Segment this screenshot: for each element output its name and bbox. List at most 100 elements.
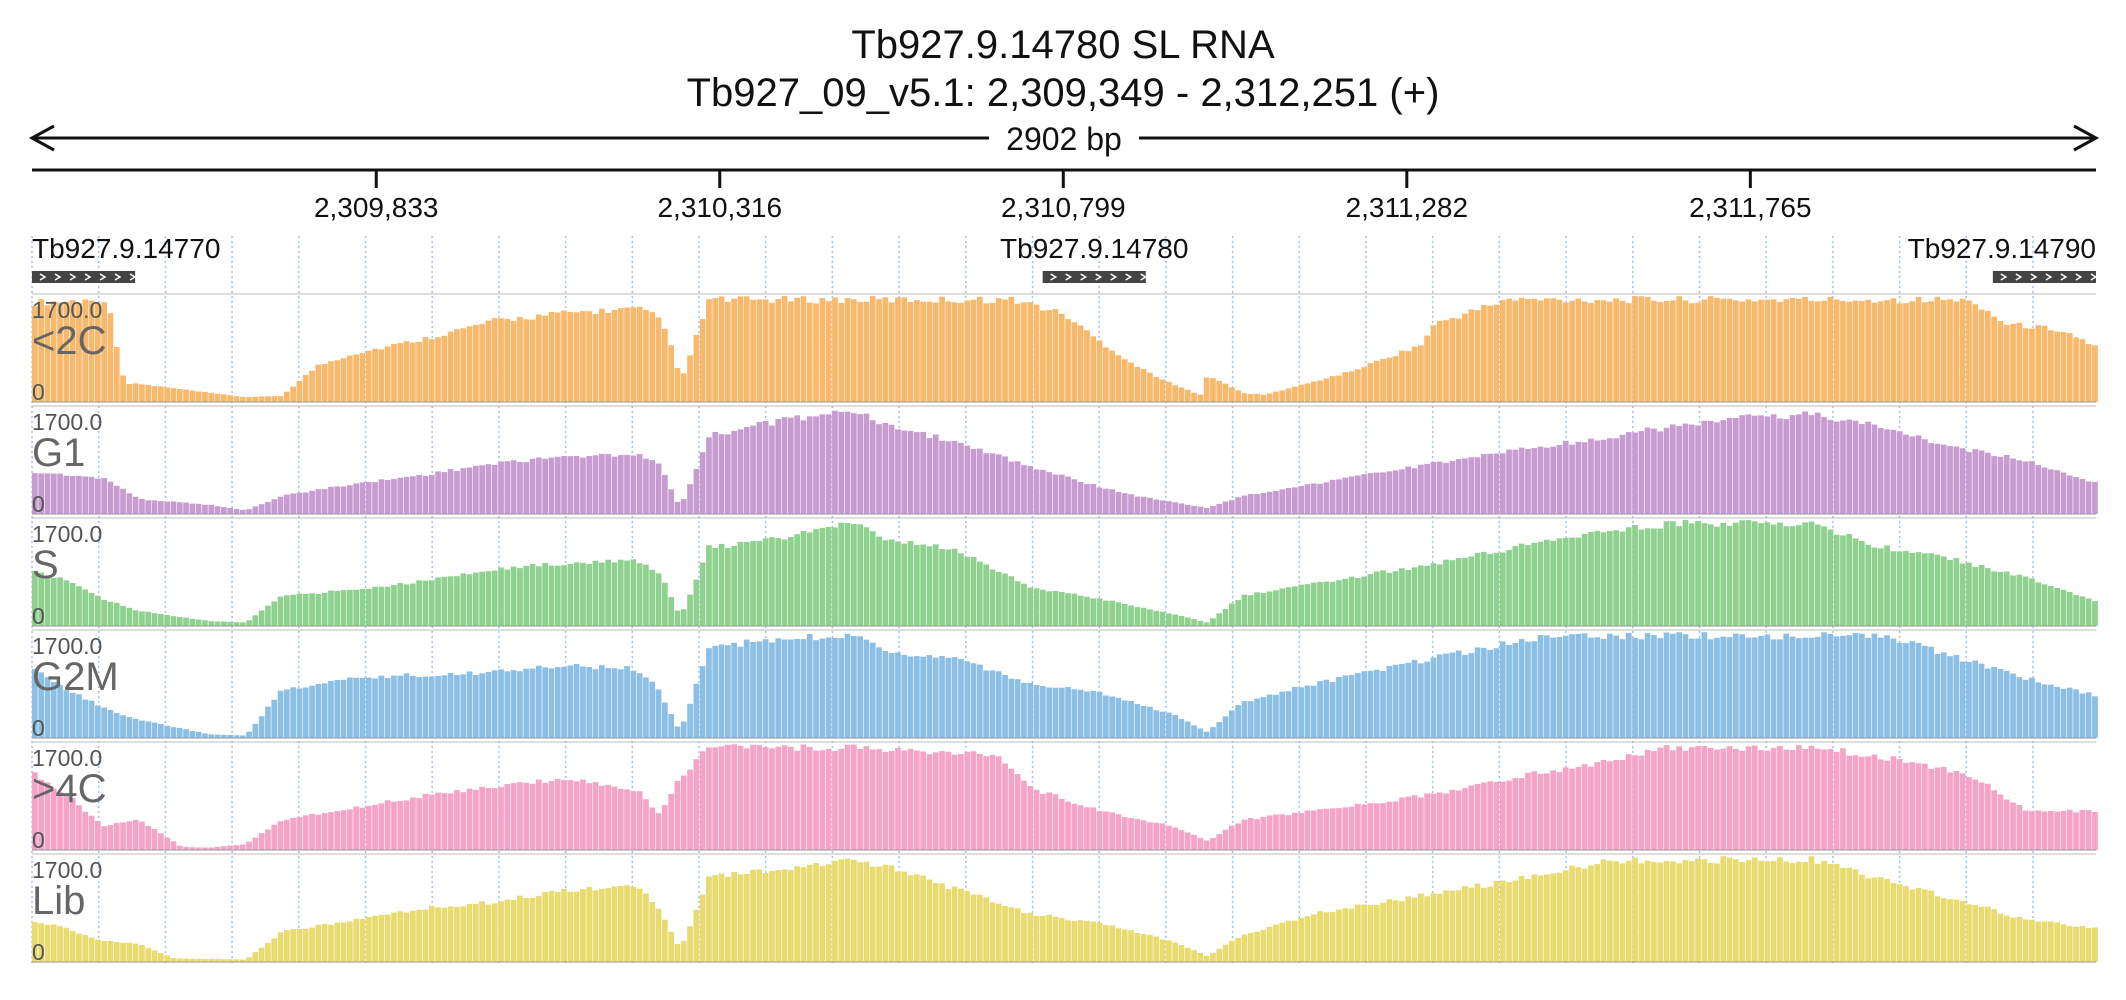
coverage-bar (1701, 420, 1708, 514)
coverage-bar (592, 890, 599, 962)
coverage-bar (1796, 414, 1802, 514)
coverage-bar (1594, 863, 1601, 962)
coverage-bar (788, 537, 794, 626)
coverage-bar (88, 700, 95, 738)
coverage-bar (1159, 611, 1166, 626)
coverage-bar (1688, 424, 1695, 514)
coverage-bar (416, 798, 422, 850)
coverage-bar (277, 932, 284, 962)
coverage-bar (1121, 929, 1128, 962)
coverage-bar (101, 477, 107, 514)
coverage-bar (1985, 906, 1991, 962)
coverage-bar (309, 490, 315, 514)
coverage-bar (914, 432, 920, 514)
coverage-bar (1033, 685, 1040, 738)
coverage-bar (1947, 772, 1953, 850)
coverage-bar (876, 749, 882, 850)
coverage-bar (1355, 578, 1361, 626)
coverage-bar (1896, 642, 1903, 738)
coverage-bar (1147, 497, 1153, 514)
coverage-bar (50, 473, 57, 514)
coverage-bar (57, 926, 63, 962)
coverage-bar (592, 560, 599, 626)
coverage-bar (491, 670, 498, 738)
coverage-bar (1865, 421, 1871, 514)
coverage-bar (1065, 801, 1071, 850)
coverage-bar (1764, 634, 1771, 738)
coverage-bar (1008, 768, 1015, 850)
coverage-bar (107, 601, 114, 626)
coverage-bar (334, 486, 341, 514)
coverage-bar (1531, 298, 1538, 402)
coverage-bar (611, 886, 618, 962)
coverage-bar (1436, 654, 1443, 738)
coverage-bar (888, 653, 895, 738)
coverage-bar (1178, 944, 1185, 962)
coverage-bar (1065, 319, 1071, 402)
coverage-bar (806, 746, 813, 850)
coverage-bar (1462, 654, 1468, 738)
coverage-bar (139, 498, 145, 514)
coverage-bar (1934, 653, 1941, 738)
coverage-bar (1229, 825, 1235, 850)
coverage-bar (1726, 746, 1733, 850)
coverage-bar (1978, 450, 1985, 514)
coverage-bar (1203, 377, 1210, 402)
coverage-bar (397, 801, 404, 850)
coverage-bar (1310, 381, 1317, 402)
strand-arrow-icon (1125, 273, 1133, 281)
coverage-bar (838, 748, 845, 850)
coverage-bar (1758, 299, 1764, 402)
coverage-bar (1922, 763, 1928, 850)
coverage-bar (1292, 920, 1298, 962)
axis-tick-label: 2,311,765 (1689, 192, 1812, 223)
coverage-bar (1953, 771, 1960, 850)
coverage-bar (542, 892, 548, 962)
coverage-bar (2092, 927, 2098, 962)
coverage-bar (1424, 335, 1430, 402)
coverage-bar (882, 650, 889, 738)
coverage-bar (863, 639, 870, 738)
coverage-bar (731, 744, 737, 850)
coverage-bar (239, 622, 246, 626)
coverage-bar (643, 458, 649, 514)
coverage-bar (1877, 301, 1884, 402)
coverage-bar (756, 745, 763, 850)
coverage-bar (1733, 633, 1739, 738)
coverage-bar (592, 782, 599, 850)
gene-box (1992, 271, 2096, 283)
coverage-bar (926, 438, 933, 514)
coverage-bar (1966, 300, 1972, 402)
coverage-bar (44, 782, 51, 850)
coverage-bar (1323, 581, 1330, 626)
coverage-bar (88, 937, 95, 962)
coverage-bar (1499, 641, 1506, 738)
coverage-bar (410, 675, 416, 738)
coverage-bar (536, 665, 542, 738)
coverage-bar (63, 580, 70, 626)
coverage-bar (246, 620, 252, 626)
coverage-bar (1594, 300, 1601, 402)
coverage-bar (869, 866, 876, 962)
coverage-bar (2079, 339, 2086, 402)
coverage-bar (447, 469, 454, 514)
coverage-bar (1481, 782, 1487, 850)
coverage-bar (1695, 302, 1701, 402)
coverage-bar (1625, 303, 1632, 402)
coverage-bar (1191, 392, 1197, 402)
coverage-bar (422, 475, 429, 514)
coverage-bar (725, 645, 731, 738)
coverage-bar (252, 837, 259, 850)
coverage-bar (939, 296, 945, 402)
coverage-bar (1613, 530, 1619, 626)
coverage-bar (668, 345, 674, 402)
coverage-bar (605, 559, 611, 626)
coverage-bar (1166, 940, 1172, 962)
coverage-bar (1411, 795, 1418, 850)
coverage-bar (1254, 393, 1260, 402)
coverage-bar (2085, 481, 2092, 514)
position-axis: 2,309,833 2,310,316 2,310,799 2,311,282 2,31… (32, 168, 2096, 223)
coverage-bar (1846, 755, 1853, 850)
coverage-bar (1556, 636, 1563, 738)
